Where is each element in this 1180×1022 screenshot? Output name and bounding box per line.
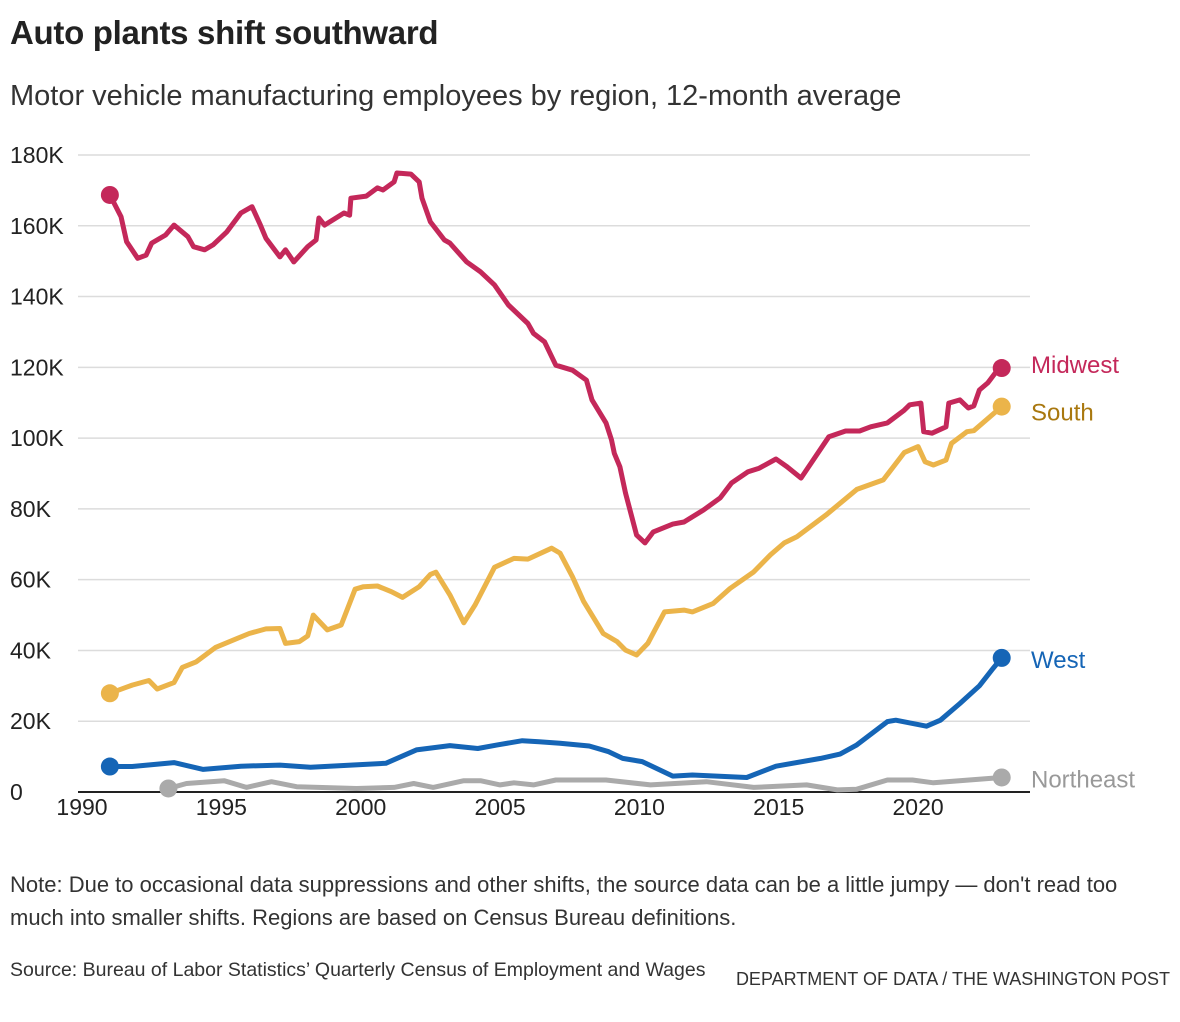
x-tick-label: 2010	[614, 794, 665, 820]
series-line-midwest	[107, 170, 1005, 546]
gridlines	[78, 154, 1030, 793]
y-tick-label: 40K	[10, 637, 52, 663]
y-tick-label: 0	[10, 779, 23, 805]
y-tick-label: 140K	[10, 284, 64, 310]
end-point-south	[992, 397, 1011, 416]
series-labels: Northeast West South Midwest	[1031, 352, 1135, 793]
series-label-south: South	[1031, 400, 1094, 427]
series-lines	[100, 170, 1011, 798]
chart-subtitle: Motor vehicle manufacturing employees by…	[10, 80, 902, 112]
series-line-west	[107, 655, 1005, 780]
source-line: Source: Bureau of Labor Statistics’ Quar…	[10, 959, 706, 981]
series-line-south	[107, 404, 1005, 696]
x-tick-label: 1990	[56, 794, 107, 820]
series-line-northeast	[165, 775, 1005, 793]
series-label-midwest: Midwest	[1031, 352, 1119, 379]
start-point-south	[100, 684, 119, 703]
x-tick-label: 2005	[474, 794, 525, 820]
chart-note: Note: Due to occasional data suppression…	[10, 872, 1118, 930]
y-axis-ticks: 0 20K 40K 60K 80K 100K 120K 140K 160K 180K	[10, 142, 64, 805]
x-tick-label: 2015	[753, 794, 804, 820]
y-tick-label: 80K	[10, 496, 52, 522]
chart-title: Auto plants shift southward	[10, 14, 439, 51]
start-point-west	[100, 757, 119, 776]
end-point-west	[992, 648, 1011, 667]
end-point-midwest	[992, 359, 1011, 378]
series-label-west: West	[1031, 647, 1086, 674]
credit-line: DEPARTMENT OF DATA / THE WASHINGTON POST	[735, 969, 1170, 989]
end-point-northeast	[992, 768, 1011, 787]
x-tick-label: 2000	[335, 794, 386, 820]
start-point-midwest	[100, 185, 119, 204]
y-tick-label: 160K	[10, 213, 64, 239]
x-tick-label: 2020	[893, 794, 944, 820]
x-axis-ticks: 1990 1995 2000 2005 2010 2015 2020	[56, 794, 943, 820]
y-tick-label: 100K	[10, 425, 64, 451]
y-tick-label: 20K	[10, 708, 52, 734]
y-tick-label: 120K	[10, 354, 64, 380]
y-tick-label: 180K	[10, 142, 64, 168]
series-label-northeast: Northeast	[1031, 766, 1135, 793]
x-tick-label: 1995	[196, 794, 247, 820]
start-point-northeast	[159, 779, 178, 798]
y-tick-label: 60K	[10, 567, 52, 593]
